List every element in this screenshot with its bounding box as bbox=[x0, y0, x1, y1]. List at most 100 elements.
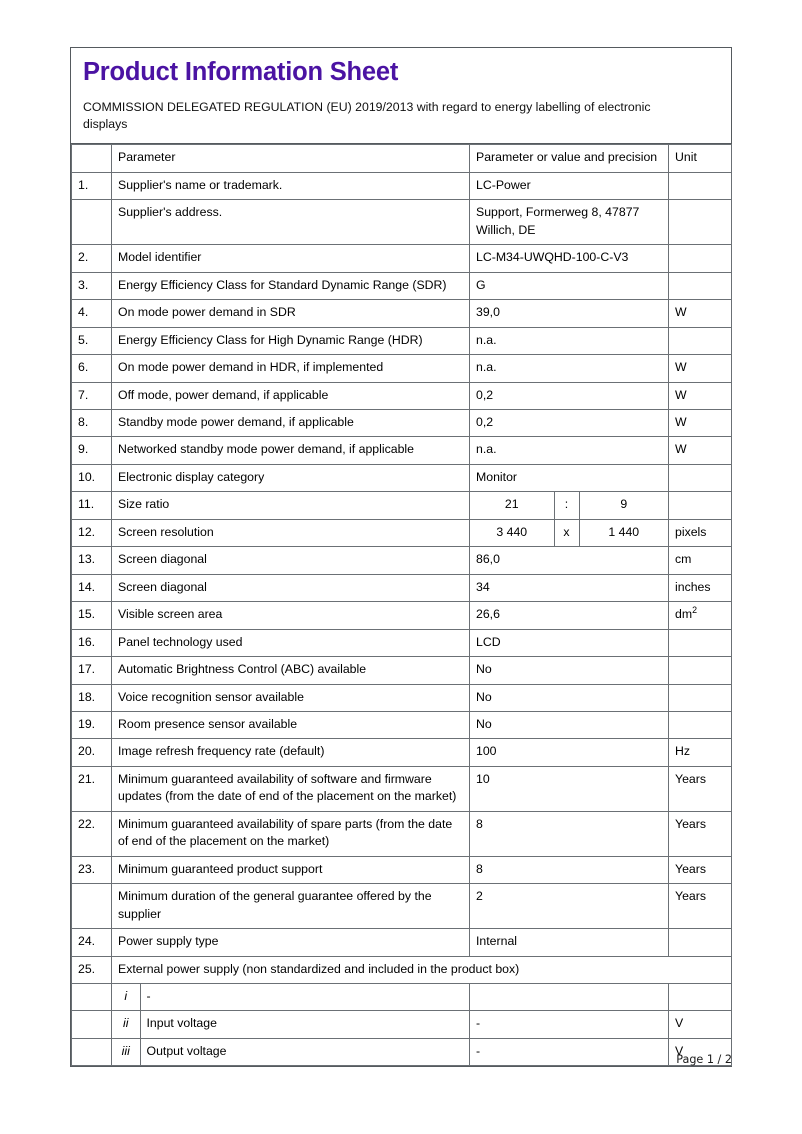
section-subrow: i- bbox=[71, 982, 732, 1012]
table-header-row: Parameter Parameter or value and precisi… bbox=[71, 144, 732, 173]
row-number: 15. bbox=[71, 601, 112, 630]
row-unit: Years bbox=[668, 883, 732, 930]
table-row: 22. Minimum guaranteed availability of sp… bbox=[71, 810, 732, 857]
row-value: G bbox=[469, 271, 669, 301]
row-parameter: Screen resolution bbox=[111, 518, 470, 548]
section-heading-row: 25. External power supply (non standardiz… bbox=[71, 955, 732, 984]
table-row: 3. Energy Efficiency Class for Standard D… bbox=[71, 271, 732, 301]
row-value: 26,6 bbox=[469, 601, 669, 630]
row-parameter: Energy Efficiency Class for Standard Dyn… bbox=[111, 271, 470, 301]
table-row: 14. Screen diagonal 34 inches bbox=[71, 573, 732, 603]
row-number: 9. bbox=[71, 436, 112, 465]
row-parameter: Minimum guaranteed product support bbox=[111, 855, 470, 885]
table-row: 10. Electronic display category Monitor bbox=[71, 463, 732, 493]
row-unit bbox=[668, 491, 732, 520]
table-row: 8. Standby mode power demand, if applicab… bbox=[71, 408, 732, 438]
row-value: 86,0 bbox=[469, 546, 669, 575]
subrow-roman-numeral: i bbox=[124, 988, 128, 1003]
subrow-roman-numeral: iii bbox=[121, 1043, 130, 1058]
row-unit: W bbox=[668, 354, 732, 383]
page-footer: Page 1 / 2 bbox=[676, 1053, 732, 1066]
subrow-unit bbox=[668, 982, 732, 1012]
row-value: No bbox=[469, 683, 669, 712]
row-value: No bbox=[469, 710, 669, 740]
row-value-split: 3 440 x 1 440 bbox=[469, 518, 669, 548]
row-number: 18. bbox=[71, 683, 112, 712]
row-parameter: Screen diagonal bbox=[111, 573, 470, 603]
row-value: No bbox=[469, 656, 669, 685]
row-value: LCD bbox=[469, 628, 669, 658]
subrow-parameter-cell: iii Output voltage bbox=[111, 1037, 470, 1067]
row-unit: dm2 bbox=[668, 601, 732, 630]
row-value: 100 bbox=[469, 738, 669, 767]
row-number: 24. bbox=[71, 928, 112, 957]
row-number: 19. bbox=[71, 710, 112, 740]
row-unit: W bbox=[668, 408, 732, 438]
table-row: 2. Model identifier LC-M34-UWQHD-100-C-V3 bbox=[71, 244, 732, 273]
subrow-value: - bbox=[469, 1037, 669, 1067]
value-part: x bbox=[553, 519, 579, 547]
value-part: 21 bbox=[504, 497, 519, 512]
row-parameter: Electronic display category bbox=[111, 463, 470, 493]
row-unit: W bbox=[668, 381, 732, 410]
table-row: 24. Power supply type Internal bbox=[71, 928, 732, 957]
row-unit: Years bbox=[668, 810, 732, 857]
row-value: Monitor bbox=[469, 463, 669, 493]
subrow-label: - bbox=[139, 983, 469, 1011]
table-row: 13. Screen diagonal 86,0 cm bbox=[71, 546, 732, 575]
row-unit: inches bbox=[668, 573, 732, 603]
row-parameter: Model identifier bbox=[111, 244, 470, 273]
row-value: n.a. bbox=[469, 354, 669, 383]
section-heading: External power supply (non standardized … bbox=[111, 955, 732, 984]
row-unit bbox=[668, 199, 732, 246]
row-parameter: On mode power demand in SDR bbox=[111, 299, 470, 328]
subrow-value: - bbox=[469, 1010, 669, 1039]
row-number: 4. bbox=[71, 299, 112, 328]
row-number: 12. bbox=[71, 518, 112, 548]
row-parameter: Off mode, power demand, if applicable bbox=[111, 381, 470, 410]
row-number: 21. bbox=[71, 765, 112, 812]
row-number: 6. bbox=[71, 354, 112, 383]
row-parameter: Energy Efficiency Class for High Dynamic… bbox=[111, 326, 470, 356]
row-parameter: Power supply type bbox=[111, 928, 470, 957]
row-value: LC-M34-UWQHD-100-C-V3 bbox=[469, 244, 669, 273]
row-value: 2 bbox=[469, 883, 669, 930]
row-parameter: Panel technology used bbox=[111, 628, 470, 658]
subrow-roman-numeral: ii bbox=[123, 1016, 129, 1031]
row-number bbox=[71, 883, 112, 930]
row-number: 8. bbox=[71, 408, 112, 438]
product-information-sheet: Product Information Sheet COMMISSION DEL… bbox=[70, 47, 732, 1068]
row-number: 3. bbox=[71, 271, 112, 301]
row-value: 0,2 bbox=[469, 381, 669, 410]
row-parameter: Voice recognition sensor available bbox=[111, 683, 470, 712]
row-value: LC-Power bbox=[469, 171, 669, 201]
table-row: 15. Visible screen area 26,6 dm2 bbox=[71, 601, 732, 630]
header-number bbox=[71, 144, 112, 173]
table-row: 7. Off mode, power demand, if applicable 0… bbox=[71, 381, 732, 410]
table-row: 19. Room presence sensor available No bbox=[71, 710, 732, 740]
subrow-parameter-cell: i- bbox=[111, 982, 470, 1012]
regulation-subtitle: COMMISSION DELEGATED REGULATION (EU) 201… bbox=[83, 99, 651, 131]
row-unit bbox=[668, 171, 732, 201]
section-subrow: ii Input voltage - V bbox=[71, 1010, 732, 1039]
table-row: Minimum duration of the general guarante… bbox=[71, 883, 732, 930]
row-number bbox=[71, 1037, 112, 1067]
row-number: 2. bbox=[71, 244, 112, 273]
row-unit: Hz bbox=[668, 738, 732, 767]
row-value: 8 bbox=[469, 855, 669, 885]
row-unit: Years bbox=[668, 765, 732, 812]
row-number bbox=[71, 1010, 112, 1039]
table-row: 6. On mode power demand in HDR, if implem… bbox=[71, 354, 732, 383]
table-row: 5. Energy Efficiency Class for High Dynam… bbox=[71, 326, 732, 356]
table-row: 12. Screen resolution 3 440 x 1 440 pixels bbox=[71, 518, 732, 548]
row-value: 39,0 bbox=[469, 299, 669, 328]
row-number: 7. bbox=[71, 381, 112, 410]
row-number: 20. bbox=[71, 738, 112, 767]
row-number: 1. bbox=[71, 171, 112, 201]
table-row: 9. Networked standby mode power demand, i… bbox=[71, 436, 732, 465]
row-parameter: Standby mode power demand, if applicable bbox=[111, 408, 470, 438]
row-value: Support, Formerweg 8, 47877 Willich, DE bbox=[469, 199, 669, 246]
row-number: 25. bbox=[71, 955, 112, 984]
row-parameter: On mode power demand in HDR, if implemen… bbox=[111, 354, 470, 383]
